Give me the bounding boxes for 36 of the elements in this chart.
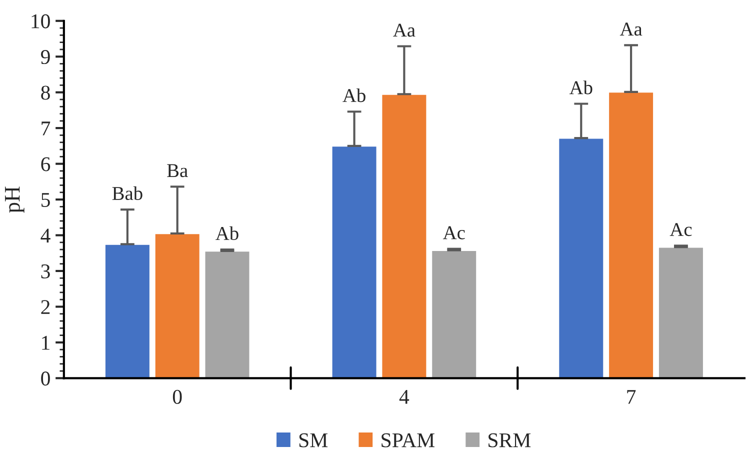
data-label: Ab [569,80,592,94]
y-tick-label: 5 [42,193,50,207]
bar [154,232,201,378]
y-tick-label: 9 [40,50,50,64]
bar [430,250,478,378]
y-tick-label: 4 [40,228,50,242]
y-tick-label: 2 [41,300,50,314]
bar [558,137,605,378]
legend-label: SM [299,433,328,448]
legend-label: SRM [488,433,531,448]
legend-label: SPAM [382,433,434,448]
y-axis-title: pH [5,186,24,213]
x-tick-label: 0 [172,390,182,404]
data-label: Ab [342,88,366,102]
bar [104,243,151,378]
data-label: Ba [167,164,188,178]
data-label: Ac [442,226,465,240]
data-label: Aa [393,24,416,37]
y-tick-label: 1 [42,336,50,350]
y-tick-label: 7 [42,122,50,136]
bar [658,246,704,378]
data-label: Aa [620,22,642,36]
bar [380,93,428,378]
y-tick-label: 6 [41,157,50,172]
y-tick-label: 3 [41,264,50,278]
data-label: Bab [112,186,142,200]
bar [330,145,378,378]
x-tick-label: 4 [399,390,410,404]
data-label: Ac [670,223,692,236]
y-tick-label: 10 [32,14,50,28]
bar [204,250,251,378]
bar [608,91,654,378]
y-tick-label: 0 [41,372,50,386]
y-tick-label: 8 [41,86,50,100]
data-label: Ab [216,226,238,240]
x-tick-label: 7 [627,390,636,404]
